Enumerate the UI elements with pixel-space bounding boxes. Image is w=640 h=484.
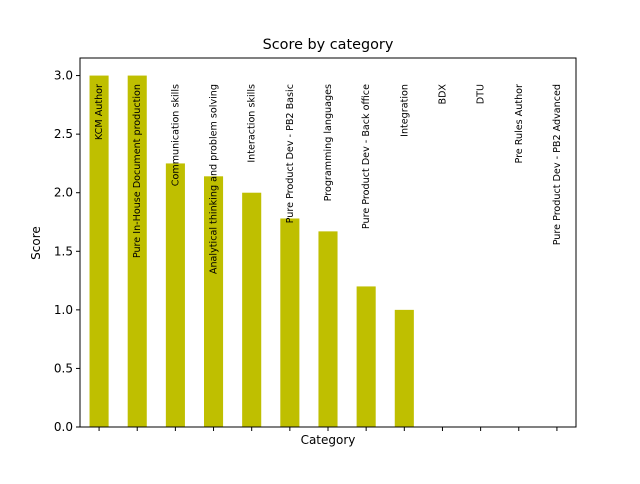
chart-title: Score by category xyxy=(263,37,394,53)
bar-category-label: KCM Author xyxy=(94,84,105,140)
bar-labels-layer: KCM Author Pure In-House Document product… xyxy=(94,84,563,275)
bar xyxy=(165,163,185,427)
bar-category-label: Integration xyxy=(399,84,410,137)
y-tick-label: 3.0 xyxy=(54,69,73,83)
bar xyxy=(204,176,224,427)
bar-category-label: Pre Rules Author xyxy=(514,84,525,164)
bar xyxy=(394,309,414,427)
bar xyxy=(356,286,376,427)
y-tick-label: 1.0 xyxy=(54,303,73,317)
bar xyxy=(89,75,109,427)
y-tick-label: 0.0 xyxy=(54,420,73,434)
x-axis xyxy=(98,427,558,431)
y-tick-label: 2.5 xyxy=(54,127,73,141)
y-tick-label: 2.0 xyxy=(54,186,73,200)
bars-layer xyxy=(89,75,414,427)
bar-category-label: Pure Product Dev - PB2 Advanced xyxy=(552,84,563,245)
y-axis: 0.0 0.5 1.0 1.5 2.0 2.5 3.0 xyxy=(54,69,80,434)
bar xyxy=(127,75,147,427)
bar-category-label: Pure Product Dev - Back office xyxy=(361,84,372,229)
y-tick-label: 0.5 xyxy=(54,361,73,375)
bar-category-label: BDX xyxy=(437,84,448,105)
bar xyxy=(318,231,338,427)
bar-category-label: Interaction skills xyxy=(247,84,258,163)
bar-category-label: DTU xyxy=(476,84,487,104)
bar-category-label: Analytical thinking and problem solving xyxy=(209,84,220,274)
bar xyxy=(242,192,262,427)
bar-category-label: Pure In-House Document production xyxy=(132,84,143,258)
plot-frame xyxy=(79,57,577,428)
bar-category-label: Pure Product Dev - PB2 Basic xyxy=(285,84,296,223)
bar xyxy=(280,218,300,427)
y-tick-label: 1.5 xyxy=(54,244,73,258)
y-axis-label: Score xyxy=(29,226,43,260)
x-axis-label: Category xyxy=(301,433,356,447)
bar-category-label: Communication skills xyxy=(170,84,181,186)
bar-category-label: Programming languages xyxy=(323,84,334,201)
